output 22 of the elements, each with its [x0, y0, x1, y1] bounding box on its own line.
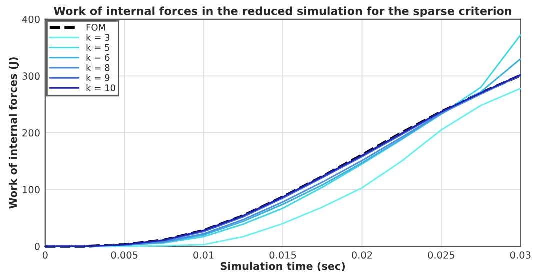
y-tick-label: 400 — [22, 16, 40, 24]
legend-label: k = 8 — [86, 64, 110, 72]
y-tick-label: 100 — [23, 186, 40, 194]
legend-label: k = 5 — [86, 44, 110, 52]
x-tick-label: 0.025 — [428, 252, 455, 259]
legend-label: k = 9 — [86, 74, 110, 82]
legend-label: k = 6 — [86, 54, 110, 62]
legend-label: FOM — [86, 24, 106, 31]
x-axis-title: Simulation time (sec) — [220, 262, 345, 272]
y-tick-label: 0 — [34, 243, 40, 250]
legend-label: k = 3 — [86, 34, 110, 41]
x-tick-label: 0.015 — [270, 252, 296, 259]
y-tick-label: 300 — [22, 72, 40, 80]
x-tick-label: 0 — [42, 252, 48, 259]
y-axis-title: Work of internal forces (J) — [9, 58, 20, 209]
x-tick-label: 0.03 — [510, 252, 531, 259]
chart-title: Work of internal forces in the reduced simulation for the sparse criterion — [54, 6, 512, 18]
x-tick-label: 0.02 — [352, 252, 372, 259]
x-tick-label: 0.005 — [111, 252, 138, 259]
y-tick-label: 200 — [22, 129, 40, 137]
x-tick-label: 0.01 — [194, 252, 214, 259]
legend-label: k = 10 — [86, 84, 116, 92]
